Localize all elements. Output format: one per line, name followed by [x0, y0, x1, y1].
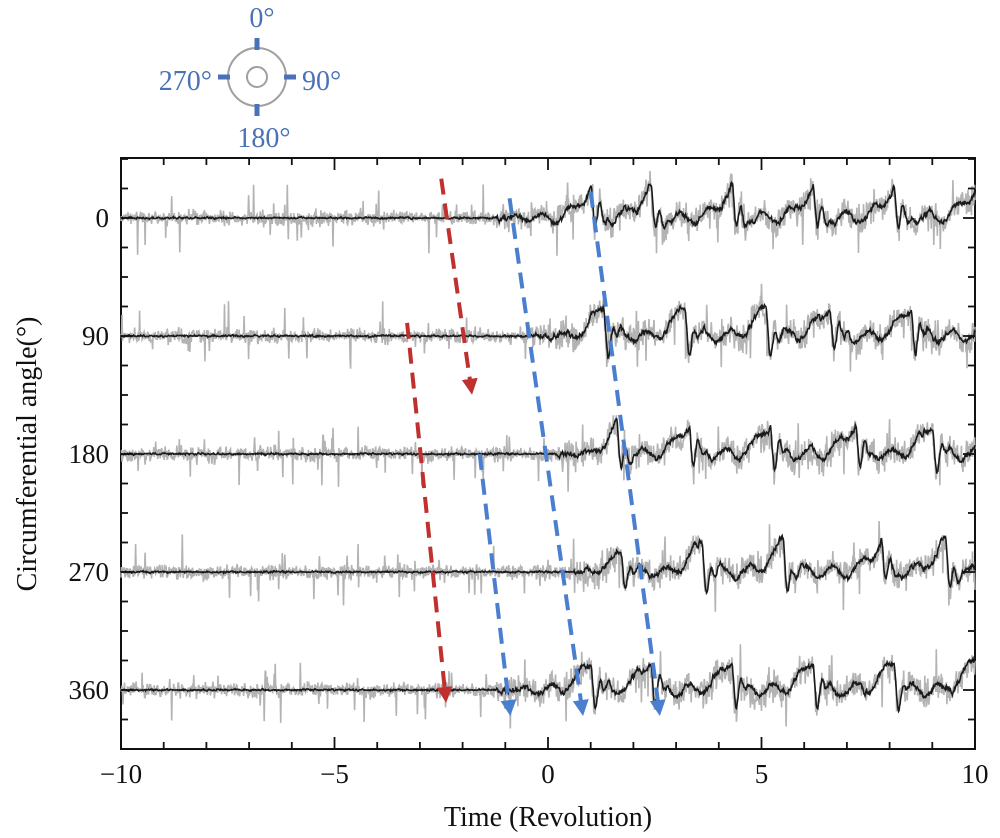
raw-signal-trace-270	[120, 520, 976, 612]
y-tick-label: 270	[69, 557, 110, 587]
x-tick-label: 10	[962, 759, 989, 789]
x-axis: −10 −5 0 5 10	[100, 158, 989, 789]
propagation-arrow-layer	[405, 178, 666, 717]
y-tick-label: 360	[69, 675, 110, 705]
x-tick-label: 5	[755, 759, 769, 789]
x-tick-label: −5	[320, 759, 349, 789]
trace-layer	[120, 170, 976, 729]
blue-propagation-arrow-2	[507, 198, 589, 717]
x-tick-label: 0	[541, 759, 555, 789]
filtered-signal-trace-0	[121, 180, 976, 230]
compass-outer-circle	[227, 47, 287, 107]
compass-label-90: 90°	[302, 66, 341, 97]
x-axis-label: Time (Revolution)	[444, 802, 652, 833]
compass-label-180: 180°	[237, 123, 290, 154]
y-axis-label: Circumferential angle(°)	[12, 317, 43, 592]
y-tick-label: 180	[69, 439, 110, 469]
red-propagation-arrow-0	[439, 178, 478, 395]
compass-indicator: 0° 90° 180° 270°	[159, 3, 341, 154]
y-axis: 0 90 180 270 360	[69, 158, 975, 750]
blue-propagation-arrow-3	[588, 191, 666, 717]
compass-label-270: 270°	[159, 66, 212, 97]
compass-inner-circle	[246, 66, 268, 88]
filtered-signal-trace-180	[120, 417, 976, 474]
y-tick-label: 0	[96, 203, 110, 233]
filtered-signal-trace-270	[120, 533, 976, 596]
y-tick-label: 90	[82, 321, 109, 351]
blue-propagation-arrow-4	[477, 453, 517, 717]
red-propagation-arrow-1	[405, 322, 453, 703]
compass-label-0: 0°	[249, 3, 274, 34]
raw-signal-trace-90	[120, 283, 976, 372]
filtered-signal-trace-90	[120, 302, 976, 361]
raw-signal-trace-180	[120, 415, 976, 492]
x-tick-label: −10	[100, 759, 142, 789]
filtered-signal-trace-360	[120, 655, 976, 714]
